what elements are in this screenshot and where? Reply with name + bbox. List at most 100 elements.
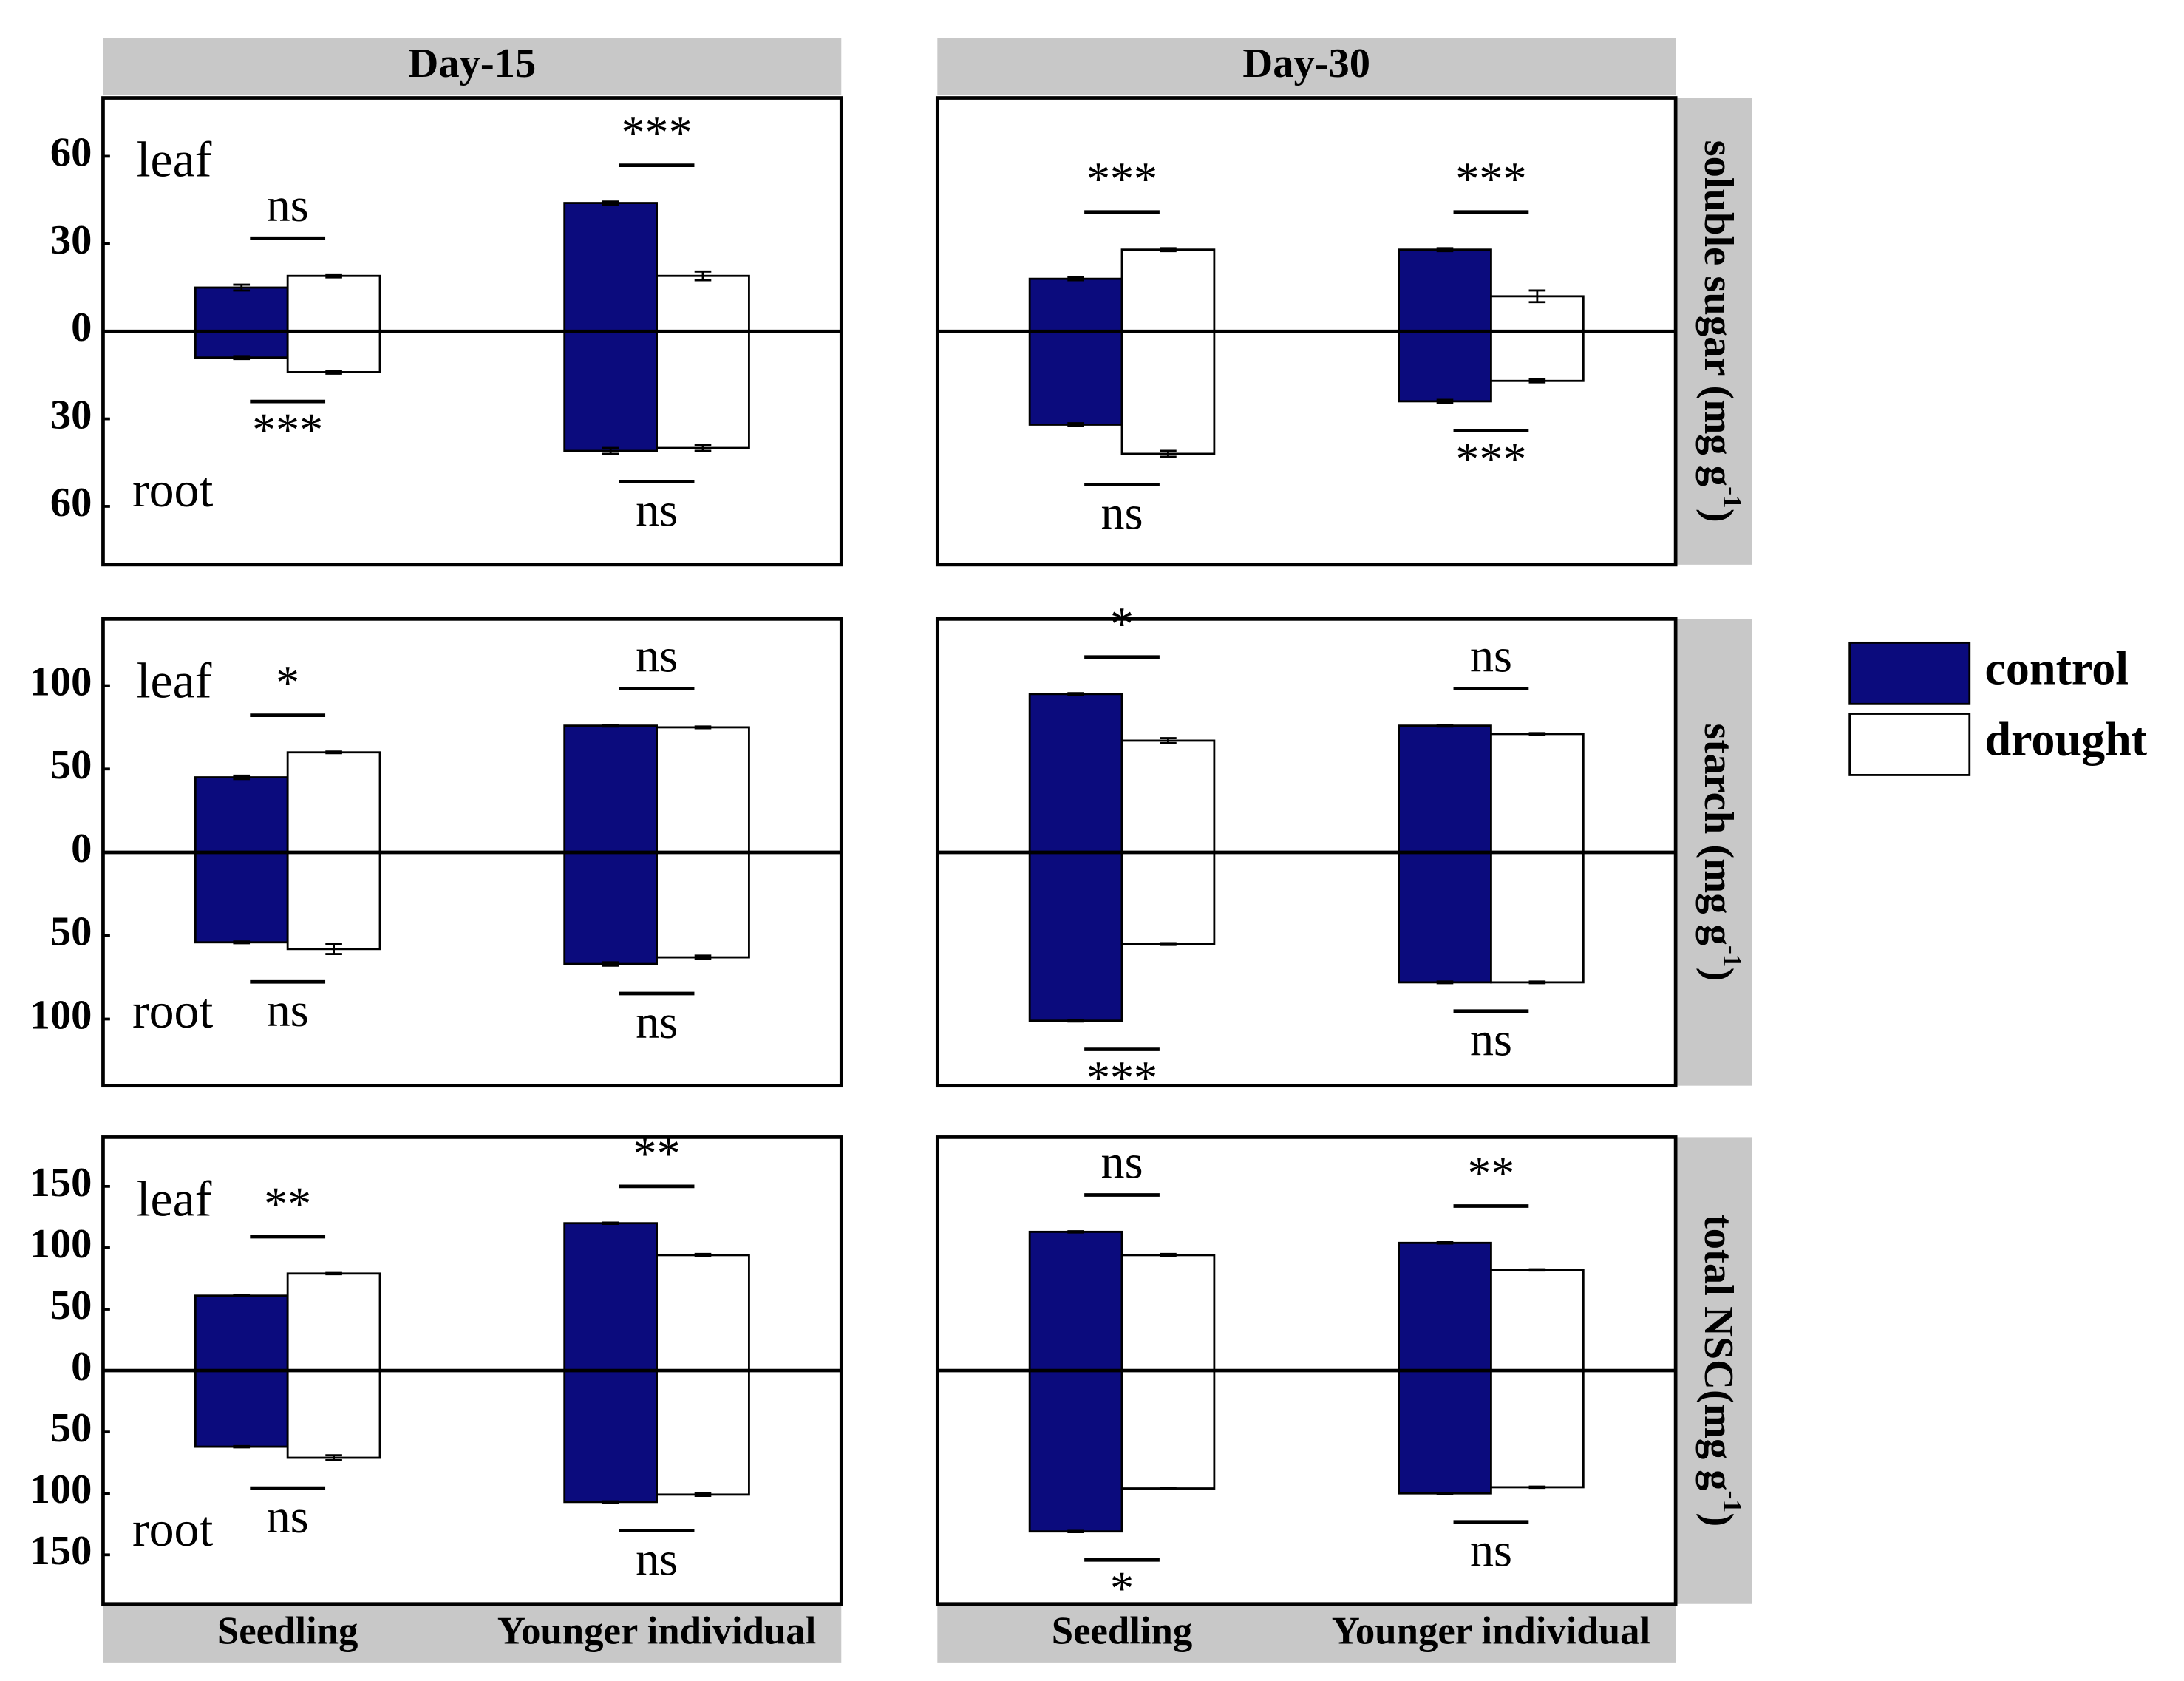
error-bar <box>694 270 712 282</box>
row-label-sup: -1 <box>1718 1491 1747 1513</box>
row-strip <box>1677 619 1752 1086</box>
panel-frame <box>935 96 1678 567</box>
bar <box>1490 1269 1585 1372</box>
error-bar <box>1067 276 1084 282</box>
bar <box>1120 851 1216 945</box>
leaf-significance: *** <box>1455 153 1526 206</box>
leaf-label: leaf <box>137 653 212 708</box>
bar <box>286 1369 381 1459</box>
root-significance: ns <box>1101 486 1143 539</box>
y-tick-label: 150 <box>30 1528 92 1574</box>
row-label-close: ) <box>1695 509 1741 523</box>
bar <box>563 1369 658 1504</box>
y-tick-label: 150 <box>30 1160 92 1206</box>
y-tick-label: 50 <box>50 742 92 788</box>
bar <box>1398 330 1492 403</box>
x-tick-label: Younger individual <box>497 1609 816 1652</box>
y-tick-label: 50 <box>50 909 92 955</box>
error-bar <box>325 370 342 375</box>
legend-swatch <box>1848 713 1971 776</box>
bar <box>1398 1241 1492 1372</box>
error-bar <box>325 1454 342 1461</box>
panel-frame <box>935 1135 1678 1606</box>
error-bar <box>233 1294 251 1297</box>
bar <box>194 1369 289 1448</box>
root-significance: ns <box>1470 1524 1512 1577</box>
leaf-significance: *** <box>622 106 693 159</box>
error-bar <box>1067 1019 1084 1023</box>
bar <box>563 330 658 452</box>
leaf-label: leaf <box>137 132 212 188</box>
error-bar <box>1067 692 1084 696</box>
bar <box>1398 248 1492 333</box>
leaf-significance: * <box>1110 598 1134 651</box>
category-strip <box>937 1605 1676 1663</box>
bar <box>1490 330 1585 382</box>
bar <box>1120 739 1216 854</box>
bar <box>1398 851 1492 984</box>
bar <box>194 851 289 944</box>
x-tick-label: Younger individual <box>1332 1609 1650 1652</box>
error-bar <box>694 1492 712 1497</box>
y-tick-label: 0 <box>71 1344 92 1390</box>
error-bar <box>1160 737 1177 744</box>
error-bar <box>233 1444 251 1449</box>
error-bar <box>1528 980 1546 985</box>
row-label-sup: -1 <box>1718 486 1747 509</box>
y-tick-label: 100 <box>30 1467 92 1512</box>
row-label: total NSC(mg g-1) <box>1695 1215 1747 1527</box>
bar <box>1028 693 1123 854</box>
error-bar <box>233 774 251 781</box>
leaf-significance: ns <box>636 630 678 682</box>
bar <box>1028 277 1123 333</box>
root-significance: *** <box>252 404 323 456</box>
column-strip <box>103 38 842 95</box>
error-bar <box>602 724 619 728</box>
root-significance: * <box>1110 1562 1134 1614</box>
bar <box>656 726 750 854</box>
panel-frame <box>101 1135 843 1606</box>
error-bar <box>602 1500 619 1504</box>
bar <box>1028 1230 1123 1372</box>
error-bar <box>602 961 619 967</box>
y-tick-label: 100 <box>30 992 92 1038</box>
leaf-significance: ns <box>267 179 309 231</box>
bar <box>1028 1369 1123 1533</box>
error-bar <box>1436 724 1454 728</box>
leaf-significance: ns <box>1101 1136 1143 1189</box>
bar <box>1398 1369 1492 1495</box>
error-bar <box>1160 449 1177 458</box>
error-bar <box>325 1271 342 1276</box>
y-tick-label: 0 <box>71 305 92 350</box>
bar <box>194 776 289 854</box>
error-bar <box>1067 422 1084 427</box>
panel-frame <box>935 617 1678 1088</box>
y-tick-label: 50 <box>50 1405 92 1451</box>
legend-label: drought <box>1985 713 2148 766</box>
bar <box>656 330 750 449</box>
leaf-significance: ns <box>1470 630 1512 682</box>
bar <box>563 202 658 333</box>
bar <box>656 1369 750 1496</box>
error-bar <box>325 273 342 279</box>
row-label-text: soluble sugar (mg g <box>1695 140 1741 486</box>
bar <box>1028 330 1123 426</box>
root-significance: ns <box>1470 1013 1512 1066</box>
error-bar <box>233 940 251 945</box>
error-bar <box>1436 1241 1454 1245</box>
y-tick-label: 100 <box>30 659 92 705</box>
error-bar <box>1436 398 1454 404</box>
bar <box>286 330 381 373</box>
error-bar <box>233 355 251 361</box>
column-title: Day-15 <box>409 41 537 86</box>
error-bar <box>1436 980 1454 985</box>
y-tick-label: 60 <box>50 480 92 526</box>
y-tick-label: 50 <box>50 1283 92 1328</box>
row-label-close: ) <box>1695 1512 1741 1527</box>
root-significance: ns <box>636 1532 678 1585</box>
bar <box>1120 248 1216 333</box>
bar <box>1120 330 1216 455</box>
x-tick-label: Seedling <box>217 1609 358 1652</box>
